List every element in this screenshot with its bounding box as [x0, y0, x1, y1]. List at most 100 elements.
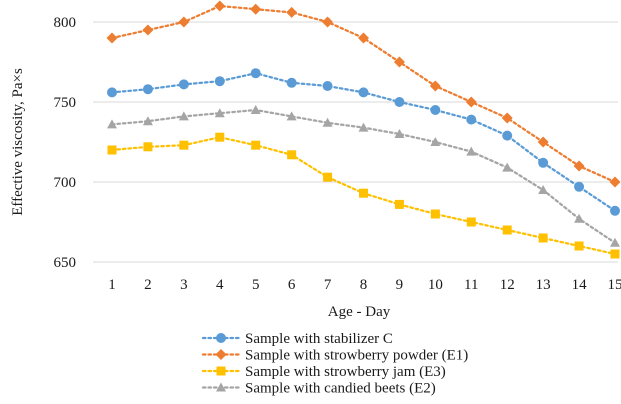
x-tick-label: 1	[108, 277, 116, 293]
data-point	[465, 96, 477, 108]
data-point	[359, 188, 368, 198]
data-point	[107, 87, 117, 98]
data-point	[466, 146, 477, 156]
data-point	[430, 105, 441, 115]
data-point	[501, 112, 513, 124]
legend-item: Sample with stabilizer C	[201, 331, 393, 347]
data-point	[286, 77, 297, 88]
y-axis-ticks: 650 700 750 800	[54, 15, 77, 271]
series-2	[106, 0, 621, 188]
data-point	[610, 205, 620, 216]
data-point	[286, 6, 298, 18]
data-point	[251, 140, 261, 150]
legend-label: Sample with candied beets (E2)	[245, 381, 436, 397]
data-point	[215, 132, 225, 142]
y-tick-label: 700	[54, 175, 77, 191]
data-point	[574, 181, 585, 192]
data-point	[574, 213, 585, 223]
x-tick-label: 11	[464, 277, 478, 293]
x-tick-label: 10	[428, 277, 443, 293]
data-point	[286, 111, 297, 121]
data-point	[142, 24, 154, 36]
data-point	[214, 0, 226, 12]
data-point	[143, 142, 153, 152]
data-point	[250, 3, 262, 15]
data-point	[358, 122, 369, 132]
data-point	[466, 217, 476, 227]
x-axis-title: Age - Day	[328, 304, 391, 320]
x-tick-label: 8	[360, 277, 368, 293]
x-tick-label: 14	[572, 277, 588, 293]
x-tick-label: 2	[144, 277, 152, 293]
data-point	[250, 68, 261, 79]
y-tick-label: 800	[54, 15, 77, 31]
legend-item: Sample with strowberry powder (E1)	[201, 348, 468, 364]
data-point	[322, 117, 333, 127]
data-point	[250, 105, 261, 114]
data-point	[287, 150, 297, 160]
legend-item: Sample with strowberry jam (E3)	[201, 364, 446, 380]
data-point	[610, 237, 620, 247]
data-point	[537, 136, 549, 148]
y-tick-label: 750	[54, 95, 77, 111]
legend-marker	[216, 382, 226, 392]
series-3	[107, 132, 620, 259]
x-tick-label: 12	[500, 277, 515, 293]
data-point	[107, 119, 117, 129]
data-point	[358, 87, 369, 98]
data-point	[358, 32, 369, 44]
x-axis-ticks: 1 2 3 4 5 6 7 8 9 10 11 12 13 14 15	[108, 277, 621, 293]
x-tick-label: 9	[396, 277, 404, 293]
data-point	[214, 76, 225, 87]
data-point	[178, 16, 190, 28]
data-point	[142, 84, 153, 95]
legend-marker	[216, 366, 226, 376]
data-point	[142, 116, 153, 126]
data-point	[466, 114, 477, 125]
data-point	[538, 233, 548, 243]
data-point	[430, 137, 441, 146]
data-point	[610, 249, 620, 259]
data-point	[502, 162, 513, 172]
data-point	[214, 108, 225, 118]
legend-item: Sample with candied beets (E2)	[201, 381, 436, 397]
data-point	[179, 140, 189, 150]
series-4	[107, 105, 620, 247]
legend-label: Sample with strowberry powder (E1)	[245, 348, 468, 364]
data-point	[394, 97, 405, 107]
legend-marker	[215, 349, 227, 360]
data-point	[393, 56, 405, 68]
y-tick-label: 650	[54, 255, 77, 271]
y-axis-title: Effective viscosity, Pa×s	[10, 68, 26, 216]
legend-marker	[216, 333, 226, 343]
data-point	[106, 32, 118, 44]
x-tick-label: 7	[324, 277, 332, 293]
legend-label: Sample with strowberry jam (E3)	[245, 364, 446, 380]
series-1	[107, 68, 620, 216]
data-point	[574, 241, 584, 251]
x-tick-label: 6	[288, 277, 296, 293]
x-tick-label: 3	[180, 277, 188, 293]
data-point	[394, 129, 405, 138]
data-point	[502, 130, 513, 141]
x-tick-label: 15	[608, 277, 621, 293]
legend-label: Sample with stabilizer C	[245, 331, 393, 347]
data-point	[430, 209, 440, 219]
data-point	[609, 176, 621, 188]
data-point	[429, 80, 441, 92]
x-tick-label: 4	[216, 277, 224, 293]
data-point	[394, 199, 404, 209]
data-point	[322, 81, 333, 91]
x-tick-label: 13	[536, 277, 551, 293]
data-point	[573, 160, 585, 172]
data-point	[322, 16, 334, 28]
data-point	[178, 111, 189, 121]
data-point	[538, 157, 549, 168]
x-tick-label: 5	[252, 277, 260, 293]
data-point	[502, 225, 512, 235]
data-point	[538, 185, 549, 194]
data-point	[323, 172, 333, 182]
data-point	[107, 145, 117, 155]
